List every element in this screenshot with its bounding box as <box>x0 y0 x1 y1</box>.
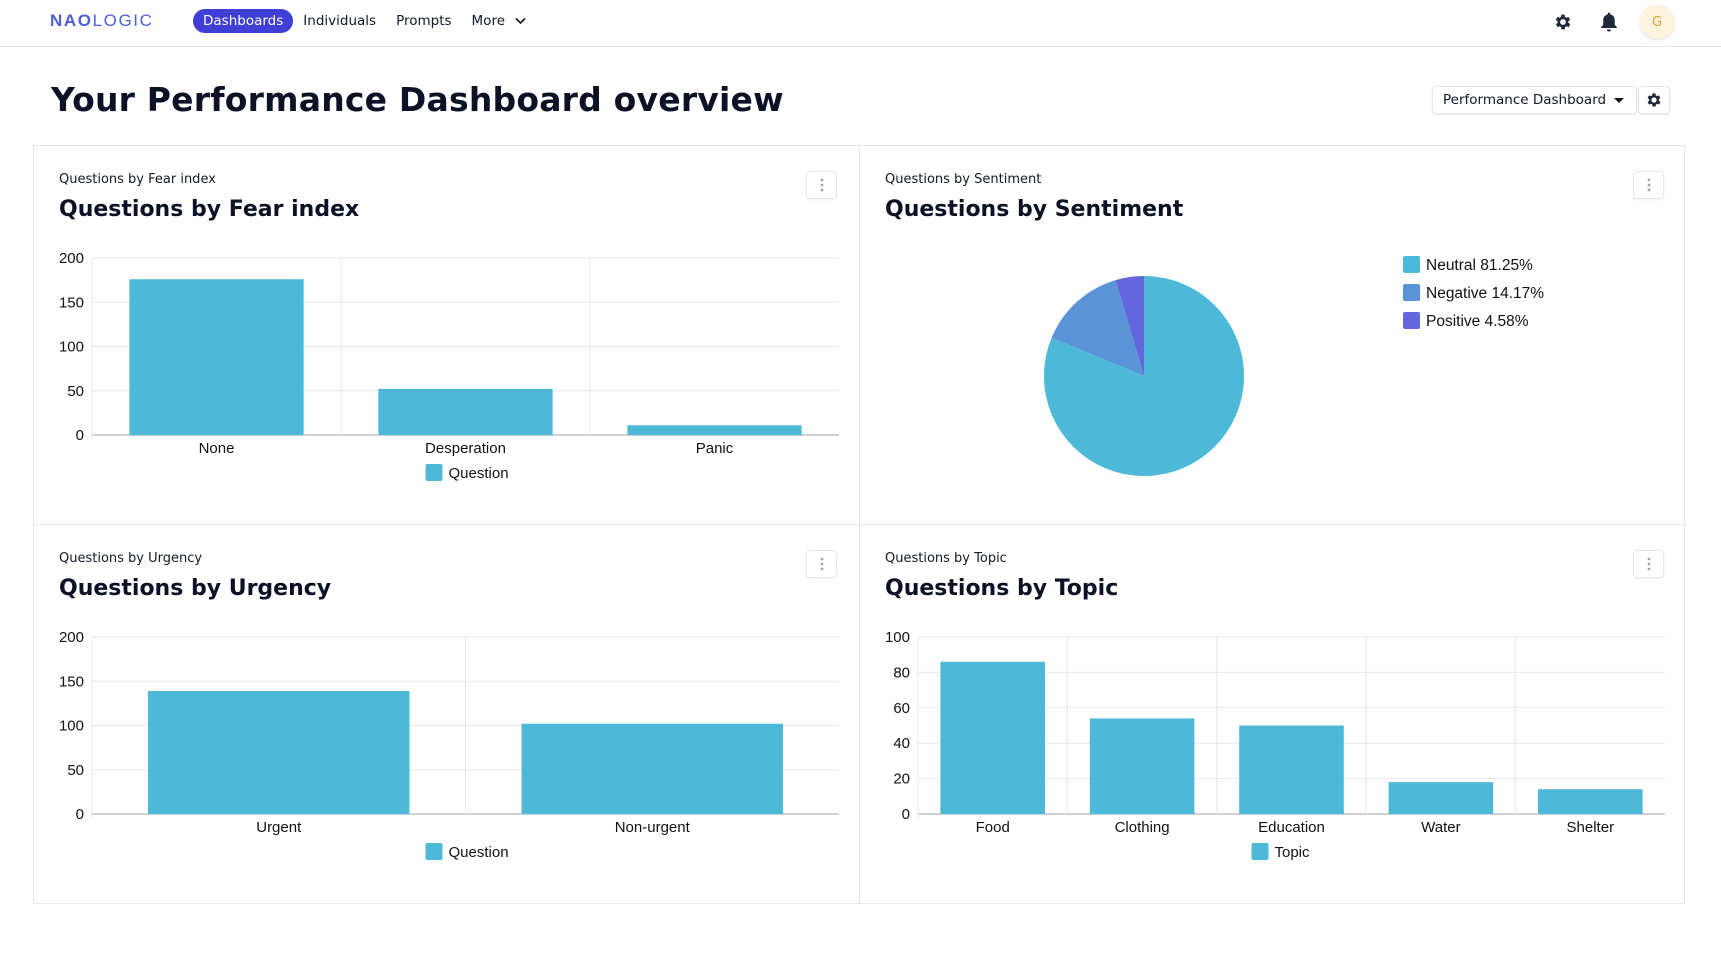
legend-label: Question <box>449 844 509 861</box>
y-tick-label: 150 <box>59 294 84 311</box>
nav-more-label: More <box>471 13 505 29</box>
x-tick-label: Non-urgent <box>615 819 691 836</box>
nav-icon-group: G <box>1528 5 1674 39</box>
x-tick-label: Water <box>1421 819 1460 836</box>
card-subtitle: Questions by Sentiment <box>885 172 1042 187</box>
y-tick-label: 50 <box>67 762 84 779</box>
nav-more[interactable]: More <box>462 9 537 33</box>
y-tick-label: 40 <box>893 735 910 752</box>
x-tick-label: Education <box>1258 819 1325 836</box>
y-tick-label: 20 <box>893 771 910 788</box>
bar-panic <box>627 425 802 435</box>
legend-swatch <box>425 464 443 481</box>
legend-swatch <box>1403 284 1420 301</box>
page-title: Your Performance Dashboard overview <box>51 80 784 119</box>
x-tick-label: None <box>199 440 235 457</box>
sentiment-pie-chart: Neutral 81.25% Negative 14.17% Positive 4.… <box>1044 256 1544 476</box>
caret-down-icon <box>1614 97 1625 103</box>
bar-urgent <box>148 690 410 814</box>
y-tick-label: 100 <box>59 718 84 735</box>
legend-label: Question <box>449 465 509 482</box>
gear-icon <box>1647 93 1661 107</box>
card-fear-index: 0 50 100 150 200 None Desperation Panic Question… <box>34 146 860 525</box>
x-tick-label: Clothing <box>1115 819 1170 836</box>
card-subtitle: Questions by Topic <box>885 551 1007 566</box>
card-menu-button[interactable] <box>806 171 837 199</box>
card-subtitle: Questions by Fear index <box>59 172 216 187</box>
dashboard-settings-button[interactable] <box>1638 86 1670 114</box>
legend-swatch <box>425 843 443 860</box>
kebab-icon <box>820 178 823 192</box>
nav-prompts[interactable]: Prompts <box>396 13 452 29</box>
legend-swatch <box>1251 843 1269 860</box>
top-navbar: NAOLOGIC Dashboards Individuals Prompts … <box>0 0 1721 47</box>
x-tick-label: Urgent <box>256 819 302 836</box>
kebab-icon <box>820 557 823 571</box>
bell-icon <box>1601 12 1617 32</box>
card-title: Questions by Sentiment <box>885 197 1184 222</box>
y-tick-label: 50 <box>67 383 84 400</box>
y-tick-label: 0 <box>76 427 84 444</box>
gear-icon <box>1555 14 1571 30</box>
chevron-down-icon <box>515 12 526 30</box>
y-tick-label: 200 <box>59 250 84 267</box>
legend-swatch <box>1403 256 1420 273</box>
kebab-icon <box>1647 178 1650 192</box>
legend-label: Topic <box>1275 844 1311 861</box>
pie-slice-negative <box>1051 280 1144 376</box>
settings-gear-button[interactable] <box>1552 11 1574 33</box>
logo-bold-text: NAO <box>50 11 93 30</box>
bar-non-urgent <box>521 723 783 814</box>
y-tick-label: 100 <box>885 629 910 646</box>
dashboard-select[interactable]: Performance Dashboard <box>1432 86 1638 114</box>
y-tick-label: 80 <box>893 664 910 681</box>
naologic-logo[interactable]: NAOLOGIC <box>50 11 153 31</box>
urgency-bar-chart: 0 50 100 150 200 Urgent Non-urgent Question <box>59 629 839 861</box>
card-menu-button[interactable] <box>806 550 837 578</box>
bar-desperation <box>378 388 553 435</box>
legend-swatch <box>1403 312 1420 329</box>
x-tick-label: Panic <box>696 440 734 457</box>
card-menu-button[interactable] <box>1633 550 1664 578</box>
bar-clothing <box>1089 718 1195 814</box>
legend-label: Negative 14.17% <box>1426 285 1544 302</box>
fear-index-bar-chart: 0 50 100 150 200 None Desperation Panic Question <box>59 250 839 482</box>
bar-food <box>940 661 1045 814</box>
card-title: Questions by Urgency <box>59 576 332 601</box>
x-tick-label: Shelter <box>1567 819 1615 836</box>
legend-label: Neutral 81.25% <box>1426 257 1533 274</box>
topic-bar-chart: 0 20 40 60 80 100 Food Clothing Education Water Sh… <box>885 629 1665 861</box>
logo-light-text: LOGIC <box>92 11 154 30</box>
card-title: Questions by Topic <box>885 576 1119 601</box>
x-tick-label: Desperation <box>425 440 506 457</box>
nav-dashboards[interactable]: Dashboards <box>193 9 294 33</box>
card-sentiment: Neutral 81.25% Negative 14.17% Positive 4.… <box>860 146 1686 525</box>
y-tick-label: 60 <box>893 700 910 717</box>
dashboard-select-value: Performance Dashboard <box>1443 92 1607 108</box>
card-title: Questions by Fear index <box>59 197 360 222</box>
bar-water <box>1388 782 1494 814</box>
notifications-button[interactable] <box>1598 11 1620 33</box>
y-tick-label: 150 <box>59 673 84 690</box>
kebab-icon <box>1647 557 1650 571</box>
primary-nav: Dashboards Individuals Prompts More <box>193 9 536 33</box>
card-subtitle: Questions by Urgency <box>59 551 203 566</box>
card-menu-button[interactable] <box>1633 171 1664 199</box>
dashboard-grid: 0 50 100 150 200 None Desperation Panic Question… <box>33 145 1686 904</box>
y-tick-label: 100 <box>59 339 84 356</box>
bar-education <box>1239 725 1344 814</box>
pie-slice-positive <box>1115 276 1144 376</box>
y-tick-label: 200 <box>59 629 84 646</box>
legend-label: Positive 4.58% <box>1426 313 1529 330</box>
x-tick-label: Food <box>976 819 1010 836</box>
nav-individuals[interactable]: Individuals <box>303 13 377 29</box>
y-tick-label: 0 <box>76 806 84 823</box>
card-topic: 0 20 40 60 80 100 Food Clothing Education Water Sh… <box>860 525 1686 904</box>
bar-none <box>129 279 304 435</box>
bar-shelter <box>1538 789 1643 814</box>
y-tick-label: 0 <box>902 806 910 823</box>
card-urgency: 0 50 100 150 200 Urgent Non-urgent Question Que… <box>34 525 860 904</box>
user-avatar[interactable]: G <box>1640 5 1674 39</box>
